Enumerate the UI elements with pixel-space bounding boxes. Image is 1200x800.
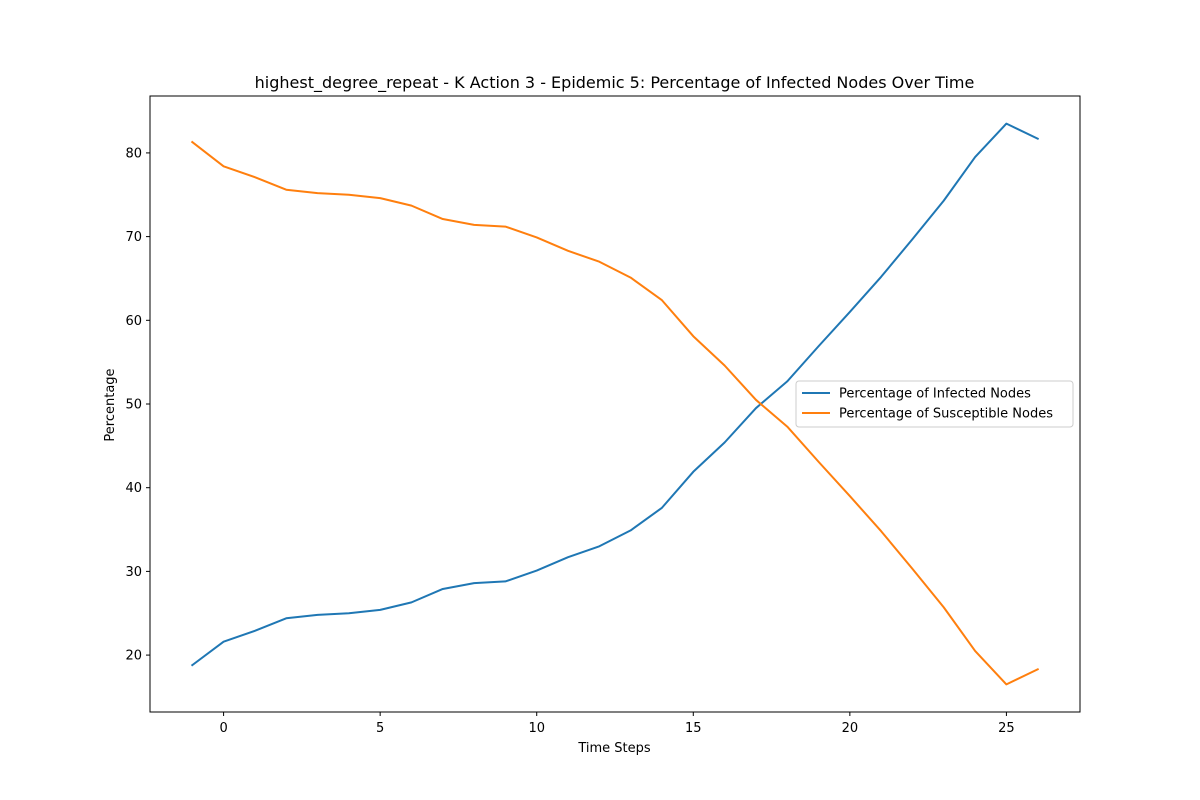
series-line-susceptible <box>190 140 1040 686</box>
chart-title: highest_degree_repeat - K Action 3 - Epi… <box>255 73 975 93</box>
y-tick-label: 70 <box>125 230 142 245</box>
legend-box <box>795 380 1074 428</box>
y-tick-label: 60 <box>125 314 142 329</box>
plot-area <box>190 122 1040 686</box>
y-tick-label: 20 <box>125 649 142 664</box>
legend-label-susceptible: Percentage of Susceptible Nodes <box>839 407 1053 422</box>
legend: Percentage of Infected Nodes Percentage o… <box>795 380 1074 428</box>
legend-label-infected: Percentage of Infected Nodes <box>839 387 1031 402</box>
x-tick-label: 5 <box>376 721 384 736</box>
x-tick-label: 25 <box>998 721 1015 736</box>
x-tick-label: 20 <box>842 721 859 736</box>
y-tick-label: 30 <box>125 565 142 580</box>
x-tick-label: 15 <box>685 721 702 736</box>
axes: 0 5 10 15 20 25 20 30 40 50 60 70 80 <box>125 95 1081 736</box>
y-tick-label: 50 <box>125 398 142 413</box>
x-axis-title: Time Steps <box>577 741 651 756</box>
y-tick-label: 80 <box>125 146 142 161</box>
x-tick-label: 0 <box>219 721 227 736</box>
y-axis-title: Percentage <box>103 368 118 441</box>
y-tick-label: 40 <box>125 481 142 496</box>
x-tick-label: 10 <box>528 721 545 736</box>
series-line-infected <box>190 122 1040 667</box>
